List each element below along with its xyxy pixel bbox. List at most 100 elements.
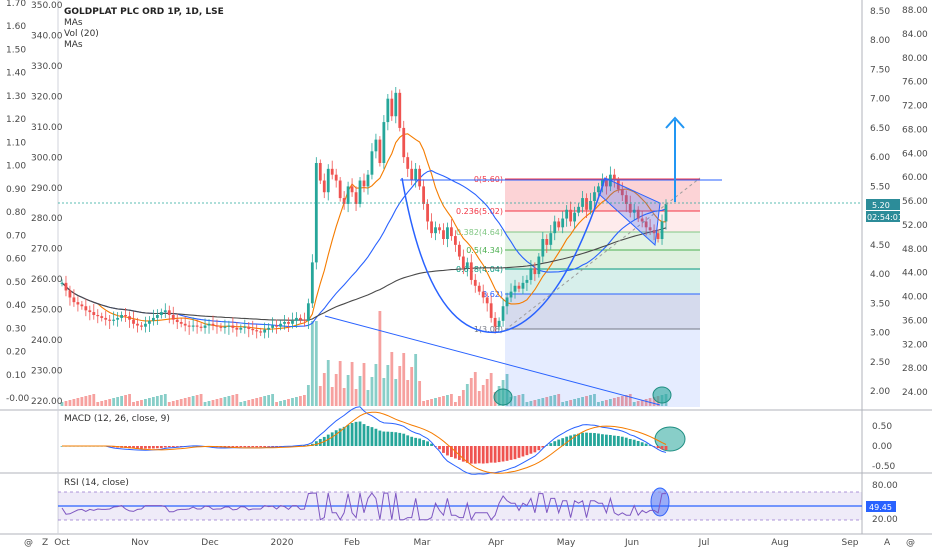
volume-bar	[620, 396, 624, 406]
volume-bar	[279, 401, 282, 406]
far-right-volume-tick: 60.00	[902, 173, 928, 183]
candle-body	[390, 98, 394, 117]
zoom-icon[interactable]: Z	[42, 538, 48, 548]
fib-zone	[505, 294, 700, 329]
volume-bar	[473, 372, 477, 406]
left-inner-tick: 0.40	[6, 301, 26, 311]
macd-histogram-bar	[251, 446, 255, 448]
volume-bar	[334, 374, 338, 406]
candle-body	[275, 325, 278, 327]
macd-histogram-bar	[557, 439, 561, 446]
left-outer-tick: 240.00	[31, 336, 63, 346]
fib-level-label: 1(3.08)	[474, 325, 503, 334]
candle-body	[664, 203, 668, 222]
candle-body	[239, 327, 243, 330]
volume-bar	[390, 352, 394, 406]
macd-histogram-bar	[589, 432, 592, 446]
macd-histogram-bar	[255, 446, 259, 448]
drawings[interactable]	[58, 116, 862, 517]
candle-body	[255, 330, 259, 332]
volume-bar	[302, 395, 306, 406]
macd-histogram-bar	[481, 446, 485, 464]
candle-body	[585, 198, 588, 210]
macd-histogram-bar	[648, 445, 652, 446]
volume-bar	[140, 400, 143, 406]
candle-body	[68, 290, 72, 298]
right-price-tick: 5.50	[870, 182, 890, 192]
volume-bar	[374, 364, 378, 406]
macd-histogram-bar	[128, 446, 131, 449]
candle-body	[267, 327, 271, 330]
macd-title: MACD (12, 26, close, 9)	[64, 414, 170, 424]
left-outer-tick: 250.00	[31, 306, 63, 316]
candle-body	[283, 322, 286, 324]
candle-body	[207, 323, 211, 326]
left-outer-tick: 260.00	[31, 275, 63, 285]
macd-histogram-bar	[259, 446, 263, 448]
candle-body	[60, 282, 64, 284]
right-price-tick: 7.50	[870, 65, 890, 75]
macd-histogram-bar	[314, 441, 318, 446]
candle-body	[235, 327, 239, 330]
volume-bar	[275, 402, 278, 406]
far-right-volume-tick: 72.00	[902, 102, 928, 112]
candle-body	[438, 227, 441, 231]
macd-histogram-bar	[593, 433, 596, 446]
volume-bar	[457, 396, 461, 406]
right-price-tick: 3.50	[870, 299, 890, 309]
left-inner-tick: 0.50	[6, 278, 26, 288]
volume-bar	[267, 395, 271, 406]
volume-bar	[346, 375, 350, 406]
candle-body	[227, 325, 231, 327]
macd-histogram-bar	[604, 434, 608, 446]
candle-body	[155, 315, 159, 318]
volume-bar	[402, 353, 406, 406]
far-right-volume-tick: 40.00	[902, 293, 928, 303]
candle-body	[358, 180, 362, 204]
last-price-tag	[866, 199, 900, 210]
auto-scale-button[interactable]: A	[884, 538, 891, 548]
fib-level-label: 0.618(4.04)	[456, 265, 503, 274]
candle-body	[636, 209, 640, 219]
rsi-value-tag	[866, 501, 896, 512]
candle-body	[108, 319, 112, 321]
candle-body	[513, 285, 517, 292]
volume-bar	[406, 380, 410, 406]
left-outer-tick: 310.00	[31, 123, 63, 133]
macd-histogram-bar	[525, 446, 529, 456]
right-price-tick: 8.50	[870, 7, 890, 17]
macd-histogram-bar	[517, 446, 521, 458]
macd-histogram-bar	[394, 432, 398, 446]
candle-body	[120, 315, 124, 318]
candle-body	[310, 262, 314, 304]
left-inner-tick: 0.20	[6, 348, 26, 358]
volume-bar	[410, 367, 414, 406]
last-price-label: 5.20	[872, 201, 890, 210]
candle-body	[116, 317, 120, 320]
candle-body	[620, 189, 624, 196]
candle-body	[529, 268, 533, 280]
volume-bar	[533, 400, 537, 406]
volume-bar	[597, 402, 600, 406]
settings-corner-label[interactable]: @	[24, 538, 33, 548]
volume-bar	[430, 399, 433, 406]
x-axis-label: Jun	[624, 538, 639, 548]
candle-body	[593, 192, 596, 201]
candle-body	[597, 186, 600, 193]
volume-bar	[314, 321, 318, 406]
candle-body	[263, 329, 267, 333]
volume-bar	[418, 381, 422, 406]
volume-bar	[573, 399, 577, 406]
volume-bar	[382, 378, 386, 406]
volume-bar	[513, 396, 517, 406]
macd-histogram-bar	[628, 438, 632, 446]
instrument-title: GOLDPLAT PLC ORD 1P, 1D, LSE	[64, 7, 224, 17]
candle-body	[179, 322, 183, 324]
candle-body	[96, 315, 100, 317]
macd-histogram-bar	[620, 436, 624, 446]
left-inner-tick: 0.10	[6, 371, 26, 381]
screenshot-button[interactable]: @	[906, 538, 915, 548]
candle-body	[501, 306, 505, 321]
macd-histogram-bar	[493, 446, 497, 463]
